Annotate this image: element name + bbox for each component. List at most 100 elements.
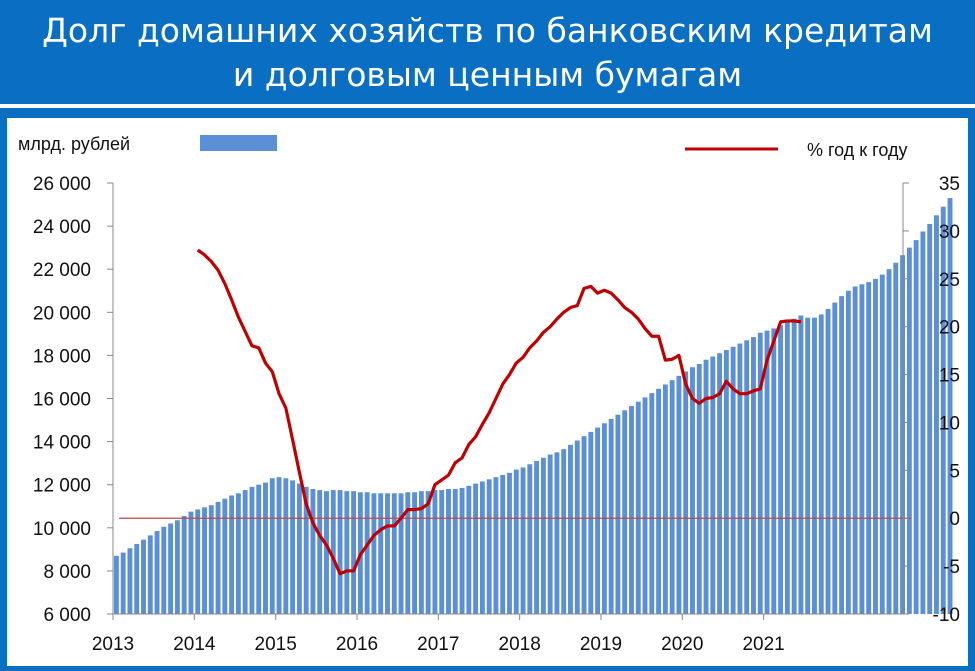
bar <box>581 436 587 614</box>
bar <box>459 487 465 614</box>
bar <box>812 317 817 614</box>
left-tick-label: 18 000 <box>33 346 91 367</box>
bar <box>385 493 390 614</box>
bar <box>764 330 770 614</box>
right-tick-label: 30 <box>939 222 960 243</box>
bar <box>371 493 377 614</box>
bar <box>507 472 512 614</box>
bar <box>662 384 668 614</box>
bar <box>263 482 268 614</box>
bar <box>886 269 892 614</box>
x-tick-label: 2015 <box>255 634 297 655</box>
bar <box>364 492 370 614</box>
x-tick-label: 2017 <box>417 634 459 655</box>
bar <box>574 440 580 614</box>
bar <box>642 397 648 614</box>
bar <box>466 485 472 614</box>
bar <box>296 483 302 614</box>
bar <box>276 477 282 614</box>
bar <box>127 548 133 614</box>
bar <box>439 490 445 614</box>
left-tick-label: 16 000 <box>33 390 91 411</box>
bar <box>683 371 689 614</box>
right-axis-ticks: -10 -5 0 5 10 15 20 25 30 35 <box>903 174 960 626</box>
bar <box>317 490 323 614</box>
right-tick-label: 0 <box>949 509 960 530</box>
x-tick-label: 2021 <box>742 634 784 655</box>
bar <box>181 515 187 614</box>
chart-panel: 6 000 8 000 10 000 12 000 14 000 16 000 18 000… <box>7 118 968 666</box>
right-tick-label: -5 <box>943 557 960 578</box>
bar <box>120 552 126 614</box>
bar <box>188 511 194 614</box>
bar <box>310 489 316 614</box>
bar <box>303 486 309 614</box>
bar <box>208 505 214 614</box>
left-tick-label: 24 000 <box>33 217 91 238</box>
left-tick-label: 8 000 <box>43 562 91 583</box>
bar <box>493 477 499 614</box>
bar <box>202 507 207 614</box>
bar <box>717 353 723 614</box>
bar <box>947 198 953 614</box>
bar <box>873 278 878 614</box>
title-bar: Долг домашних хозяйств по банковским кре… <box>0 0 975 104</box>
bar <box>147 535 153 614</box>
bar <box>269 478 275 614</box>
bar <box>330 490 336 614</box>
bar <box>622 410 628 614</box>
x-axis-ticks: 2013 2014 2015 2016 2017 2018 2019 2020 2021 <box>92 614 785 655</box>
bar <box>249 486 255 614</box>
left-axis-ticks: 6 000 8 000 10 000 12 000 14 000 16 000 18 000… <box>33 174 113 626</box>
bar <box>235 493 241 614</box>
bar <box>805 317 811 614</box>
bar <box>534 461 540 614</box>
bar <box>771 328 777 614</box>
bar <box>710 356 716 614</box>
bar <box>527 464 533 614</box>
bar <box>866 282 872 614</box>
bar <box>730 346 736 614</box>
bar <box>378 493 384 614</box>
title-line-1: Долг домашних хозяйств по банковским кре… <box>42 11 933 50</box>
bar <box>629 406 634 614</box>
bar <box>425 491 431 614</box>
bar <box>703 359 709 614</box>
legend-line-label: % год к году <box>807 140 907 160</box>
bar <box>649 393 655 614</box>
bar <box>568 444 573 614</box>
bar <box>913 240 919 615</box>
bar <box>595 427 601 614</box>
bar <box>215 501 221 614</box>
right-tick-label: 20 <box>939 318 960 339</box>
bar <box>242 490 248 614</box>
bar <box>554 452 560 615</box>
left-tick-label: 22 000 <box>33 260 91 281</box>
bar <box>283 478 289 614</box>
right-tick-label: 15 <box>939 366 960 387</box>
bar <box>405 492 411 614</box>
bar <box>676 375 682 614</box>
bar <box>540 457 546 614</box>
title-line-2: и долговым ценным бумагам <box>232 55 743 94</box>
bar <box>113 555 119 614</box>
bar <box>324 491 329 614</box>
bar <box>174 520 180 614</box>
x-tick-label: 2016 <box>336 634 378 655</box>
bar <box>906 247 912 614</box>
bar <box>608 418 614 614</box>
bar <box>751 337 756 614</box>
x-tick-label: 2013 <box>92 634 134 655</box>
legend-bars-swatch <box>200 135 277 151</box>
bar <box>737 343 743 614</box>
bar <box>940 206 946 614</box>
bar <box>744 340 750 614</box>
left-tick-label: 12 000 <box>33 476 91 497</box>
bar <box>412 492 418 614</box>
left-tick-label: 26 000 <box>33 174 91 195</box>
bar <box>879 274 885 614</box>
chart: 6 000 8 000 10 000 12 000 14 000 16 000 18 000… <box>18 134 960 655</box>
bar <box>690 367 695 614</box>
bar <box>195 509 201 614</box>
bar <box>432 490 438 614</box>
